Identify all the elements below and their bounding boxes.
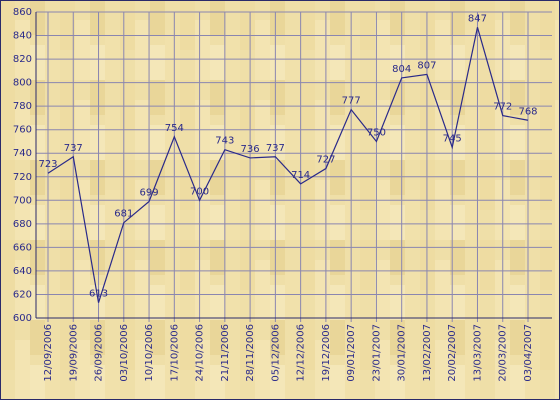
x-tick-label: 13/03/2007 [472, 324, 483, 382]
x-tick-label: 09/01/2007 [346, 324, 357, 382]
y-tick-label: 840 [13, 31, 32, 42]
y-tick-label: 860 [13, 7, 32, 18]
data-label: 750 [367, 127, 386, 138]
data-label: 745 [443, 133, 462, 144]
x-tick-label: 03/04/2007 [523, 324, 534, 382]
x-tick-label: 24/10/2006 [195, 324, 206, 382]
y-tick-label: 680 [13, 219, 32, 230]
data-label: 777 [342, 96, 361, 107]
data-label: 736 [241, 144, 260, 155]
line [47, 27, 529, 303]
x-tick-label: 13/02/2007 [422, 324, 433, 382]
data-label: 737 [266, 143, 285, 154]
y-tick-label: 780 [13, 101, 32, 112]
x-tick-label: 20/03/2007 [498, 324, 509, 382]
y-tick-label: 720 [13, 172, 32, 183]
data-label: 754 [165, 123, 184, 134]
x-tick-label: 19/12/2006 [321, 324, 332, 382]
y-tick-label: 700 [13, 195, 32, 206]
x-tick-label: 10/10/2006 [144, 324, 155, 382]
data-label: 723 [38, 159, 57, 170]
x-tick-label: 20/02/2007 [447, 324, 458, 382]
x-tick-label: 19/09/2006 [68, 324, 79, 382]
y-tick-label: 760 [13, 125, 32, 136]
x-tick-label: 30/01/2007 [397, 324, 408, 382]
data-label: 807 [417, 60, 436, 71]
y-tick-label: 820 [13, 54, 32, 65]
data-label: 700 [190, 186, 209, 197]
y-tick-label: 620 [13, 289, 32, 300]
x-tick-label: 12/12/2006 [296, 324, 307, 382]
data-label: 804 [392, 64, 411, 75]
data-label: 699 [140, 187, 159, 198]
data-label: 743 [215, 136, 234, 147]
data-label: 613 [89, 289, 108, 300]
data-label: 727 [316, 155, 335, 166]
x-tick-label: 21/11/2006 [220, 324, 231, 382]
x-tick-label: 17/10/2006 [169, 324, 180, 382]
x-tick-label: 28/11/2006 [245, 324, 256, 382]
x-tick-label: 05/12/2006 [270, 324, 281, 382]
data-label: 714 [291, 170, 310, 181]
y-tick-label: 660 [13, 242, 32, 253]
x-tick-label: 26/09/2006 [94, 324, 105, 382]
x-tick-label: 23/01/2007 [371, 324, 382, 382]
data-label: 772 [493, 102, 512, 113]
data-label: 681 [114, 209, 133, 220]
x-tick-label: 12/09/2006 [43, 324, 54, 382]
y-tick-label: 740 [13, 148, 32, 159]
plot-area: 600 620 640 660 680 700 720 740 760 780 800 820 840 8… [13, 7, 552, 382]
y-tick-label: 600 [13, 313, 32, 324]
data-label: 768 [518, 106, 537, 117]
y-tick-label: 800 [13, 78, 32, 89]
x-tick-label: 03/10/2006 [119, 324, 130, 382]
y-tick-label: 640 [13, 266, 32, 277]
data-label: 737 [64, 143, 83, 154]
data-label: 847 [468, 13, 487, 24]
